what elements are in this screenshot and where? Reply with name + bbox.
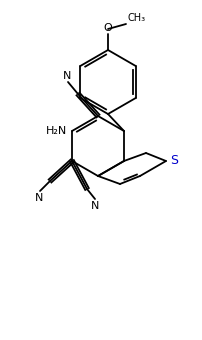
Text: N: N [63, 71, 71, 81]
Text: N: N [91, 201, 99, 211]
Text: H₂N: H₂N [46, 126, 67, 136]
Text: CH₃: CH₃ [127, 13, 145, 23]
Text: S: S [170, 154, 178, 168]
Text: O: O [104, 23, 112, 33]
Text: N: N [35, 193, 43, 203]
